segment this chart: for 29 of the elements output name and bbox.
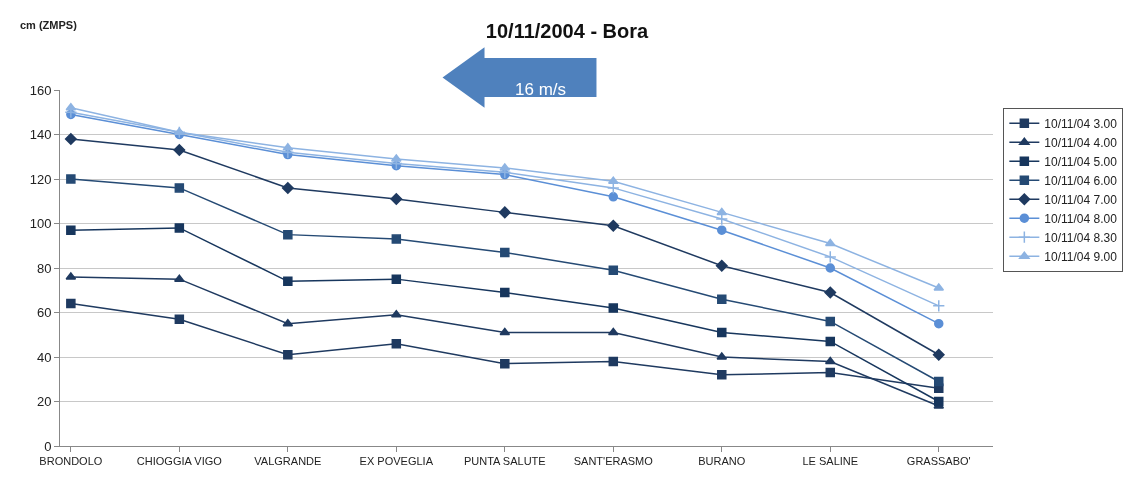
x-tick-label: SANT'ERASMO [573,455,654,468]
x-tick-label: LE SALINE [802,455,859,468]
y-tick-label: 120 [29,171,52,187]
y-tick-label: 100 [29,216,52,232]
legend-label: 10/11/04 3.00 [1044,116,1118,131]
y-tick-label: 160 [29,82,52,98]
legend-label: 10/11/04 8.30 [1044,230,1118,245]
y-tick-label: 140 [29,127,52,143]
y-tick-label: 40 [36,349,52,365]
annotation: 16 m/s [515,80,567,99]
y-tick-label: 80 [36,260,52,276]
x-tick-label: VALGRANDE [254,455,322,468]
y-axis-title: cm (ZMPS) [20,19,78,31]
x-tick-label: BURANO [698,455,746,468]
legend-label: 10/11/04 8.00 [1044,211,1118,226]
chart-title: 10/11/2004 - Bora [485,20,650,43]
legend-label: 10/11/04 9.00 [1044,249,1118,264]
y-tick-label: 60 [36,305,52,321]
x-tick-label: CHIOGGIA VIGO [136,455,223,468]
x-tick-label: PUNTA SALUTE [463,455,546,468]
x-tick-label: BRONDOLO [39,455,103,468]
legend-label: 10/11/04 4.00 [1044,135,1118,150]
legend-label: 10/11/04 7.00 [1044,192,1118,207]
legend-label: 10/11/04 5.00 [1044,154,1118,169]
x-tick-label: GRASSABO' [906,455,971,468]
y-tick-label: 20 [36,394,52,410]
y-tick-label: 0 [44,438,52,454]
x-tick-label: EX POVEGLIA [359,455,434,468]
legend-label: 10/11/04 6.00 [1044,173,1118,188]
